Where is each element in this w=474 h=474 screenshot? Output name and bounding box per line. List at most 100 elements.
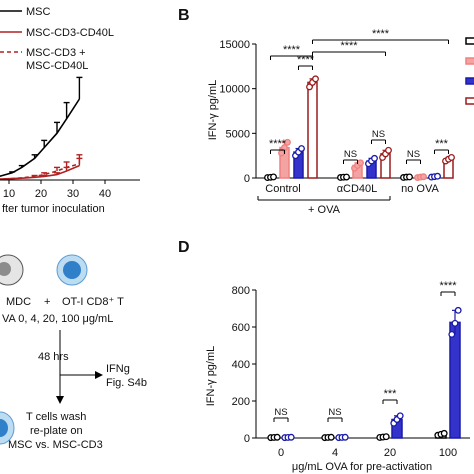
t-cell-nucleus-icon [63, 261, 81, 279]
y-tick-label: 400 [232, 359, 250, 371]
legend-label-cd3-cd40l: MSC-CD3-CD40L [26, 27, 114, 39]
x-tick-label: 40 [99, 188, 111, 200]
panel-c: MDC + OT-I CD8⁺ T VA 0, 4, 20, 100 μg/mL… [0, 254, 147, 451]
fig-ref-label: Fig. S4b [106, 377, 147, 389]
y-tick-label: 600 [232, 322, 250, 334]
arrow-head-down-icon [56, 396, 64, 404]
data-point [371, 154, 378, 162]
data-point [327, 433, 335, 441]
bar [307, 81, 318, 179]
x-tick-label: 30 [67, 188, 79, 200]
ot1-label: OT-I CD8⁺ T [62, 296, 124, 308]
sig-4-label: NS [328, 407, 341, 418]
panel-d-significance: NS NS******* [273, 280, 457, 422]
ifng-label: IFNg [106, 363, 130, 375]
mdc-label: MDC [6, 296, 31, 308]
data-point [396, 412, 404, 420]
sig-20-label: *** [384, 388, 398, 400]
data-point [357, 159, 364, 167]
x-tick-label: 20 [35, 188, 47, 200]
x-tick-label: 0 [278, 447, 284, 459]
x-tick-label: 10 [3, 188, 15, 200]
panel-b-y-label: IFN-γ pg/mL [207, 80, 219, 141]
x-tick-label: 4 [332, 447, 338, 459]
data-point [298, 145, 305, 152]
panel-b-axes: 0 5000 10000 15000 [219, 39, 452, 185]
y-tick-label: 0 [244, 173, 250, 185]
panel-b-letter: B [178, 7, 190, 24]
data-point [341, 433, 349, 441]
data-point [270, 173, 277, 181]
arrow-head-right-icon [95, 371, 103, 379]
group-label-control: Control [265, 183, 300, 195]
data-point [451, 319, 459, 327]
panel-a-legend: MSC MSC-CD3-CD40L MSC-CD3 + MSC-CD40L [0, 6, 114, 72]
x-tick-label: 100 [439, 447, 457, 459]
plus-sign: + [44, 296, 50, 308]
wash-line-2: re-plate on [30, 425, 83, 437]
sig-acd40l-right-label: NS [372, 129, 385, 140]
group-label-acd40l: αCD40L [337, 183, 378, 195]
data-point [312, 75, 319, 83]
data-point [420, 173, 427, 181]
sig-noova-left-label: NS [407, 149, 420, 160]
sig-control-black-pink-label: **** [269, 138, 287, 150]
y-tick-label: 800 [232, 285, 250, 297]
data-point [440, 429, 448, 437]
series-line-1 [0, 164, 80, 180]
legend-swatch-darkred [465, 97, 474, 105]
panel-d: D IFN-γ pg/mL 0 200 400 600 800 0 4 20 100 NS NS *… [178, 239, 470, 473]
data-point [454, 306, 462, 314]
panel-b-ova-label: + OVA [308, 204, 341, 216]
panel-a-x-ticks: 10 20 30 40 [3, 180, 111, 200]
sig-control-acd40l-label: **** [340, 40, 358, 52]
sig-control-blue-red-label: **** [297, 54, 315, 66]
panel-b-group-labels: Control αCD40L no OVA [265, 183, 439, 195]
panel-d-x-label: μg/mL OVA for pre-activation [292, 461, 432, 473]
ova-concentrations: VA 0, 4, 20, 100 μg/mL [2, 313, 113, 325]
x-tick-label: 20 [384, 447, 396, 459]
data-point [278, 149, 285, 157]
sig-acd40l-left-label: NS [344, 149, 357, 160]
data-point [343, 173, 350, 181]
y-tick-label: 10000 [219, 84, 250, 96]
legend-swatch-pink [465, 57, 474, 65]
legend-swatch-blue [465, 77, 474, 85]
mdc-cell-nucleus-icon [0, 262, 11, 276]
panel-d-bars [267, 306, 462, 442]
group-label-no-ova: no OVA [401, 183, 439, 195]
panel-d-y-label: IFN-γ pg/mL [205, 346, 217, 407]
sig-control-noova-label: **** [372, 28, 390, 40]
data-point [382, 433, 390, 441]
wash-line-1: T cells wash [26, 411, 86, 423]
t-cell-replate-nucleus-icon [0, 419, 8, 437]
sig-control-top-label: **** [283, 44, 301, 56]
data-point [448, 330, 456, 338]
y-tick-label: 15000 [219, 39, 250, 51]
legend-label-cd3-plus: MSC-CD3 + [26, 47, 86, 59]
wash-line-3: MSC vs. MSC-CD3 [8, 439, 103, 451]
y-tick-label: 5000 [226, 128, 250, 140]
data-point [385, 146, 392, 154]
panel-d-letter: D [178, 239, 190, 256]
data-point [284, 138, 291, 146]
panel-a-x-label: fter tumor inoculation [2, 203, 105, 215]
data-point [287, 433, 295, 441]
sig-0-label: NS [274, 407, 287, 418]
panel-a-plot [0, 76, 83, 180]
data-point [406, 173, 413, 181]
data-point [434, 172, 441, 180]
sig-100-label: **** [439, 280, 457, 292]
y-tick-label: 200 [232, 396, 250, 408]
data-point [448, 154, 455, 161]
panel-a: MSC MSC-CD3-CD40L MSC-CD3 + MSC-CD40L 10… [0, 6, 140, 215]
legend-label-msc: MSC [26, 6, 51, 18]
bar [449, 321, 461, 439]
sig-noova-right-label: *** [435, 138, 449, 150]
legend-label-cd40l: MSC-CD40L [26, 60, 88, 72]
panel-d-axes: 0 200 400 600 800 0 4 20 100 [232, 285, 470, 459]
panel-b-bars [264, 75, 455, 182]
